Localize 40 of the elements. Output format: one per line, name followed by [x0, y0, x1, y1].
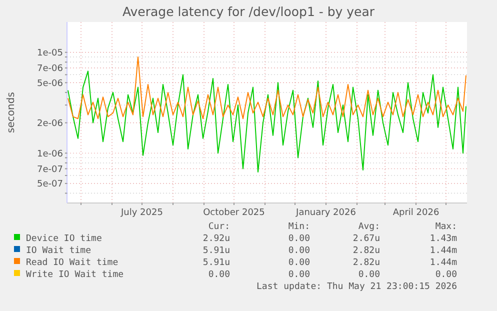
line-series: [68, 70, 466, 172]
y-tick-label: 5e-07: [37, 180, 63, 190]
text: 1.44m: [430, 258, 457, 268]
legend-label: IO Wait time: [26, 246, 92, 256]
text: 0.00: [288, 246, 310, 256]
y-axis-title: seconds: [6, 92, 17, 133]
text: 0.00: [435, 270, 457, 280]
text: 0.00: [288, 270, 310, 280]
text: 1.44m: [430, 246, 457, 256]
y-tick-label: 5e-06: [37, 78, 64, 89]
text: 0.00: [358, 270, 380, 280]
text: Min:: [288, 222, 310, 232]
line-series: [68, 56, 466, 120]
text: 0.00: [288, 234, 310, 244]
y-tick-label: 2e-06: [37, 118, 64, 129]
legend-label: Write IO Wait time: [26, 270, 124, 280]
text: 5.91u: [202, 246, 230, 256]
chart-title: Average latency for /dev/loop1 - by year: [122, 4, 376, 19]
text: 2.67u: [352, 234, 380, 244]
y-tick-label: 1e-05: [37, 48, 63, 58]
text: 5.91u: [202, 258, 230, 268]
y-tick-label: 7e-07: [37, 164, 63, 175]
text: Cur:: [208, 222, 230, 232]
text: 2.92u: [202, 234, 230, 244]
x-tick-label: October 2025: [203, 208, 265, 218]
text: Avg:: [358, 222, 380, 232]
text: Max:: [435, 222, 457, 232]
text: 0.00: [208, 270, 230, 280]
text: 0.00: [288, 258, 310, 268]
y-tick-label: 7e-06: [37, 64, 64, 74]
x-tick-label: April 2026: [392, 208, 440, 218]
legend-label: Read IO Wait time: [26, 258, 118, 268]
x-tick-label: January 2026: [295, 208, 356, 218]
y-tick-label: 1e-06: [37, 149, 64, 160]
text: 2.82u: [352, 258, 380, 268]
text: 2.82u: [352, 246, 380, 256]
text: Last update: Thu May 21 23:00:15 2026: [256, 282, 457, 292]
text: 1.43m: [430, 234, 457, 244]
x-tick-label: July 2025: [120, 208, 163, 218]
legend-label: Device IO time: [26, 234, 102, 244]
